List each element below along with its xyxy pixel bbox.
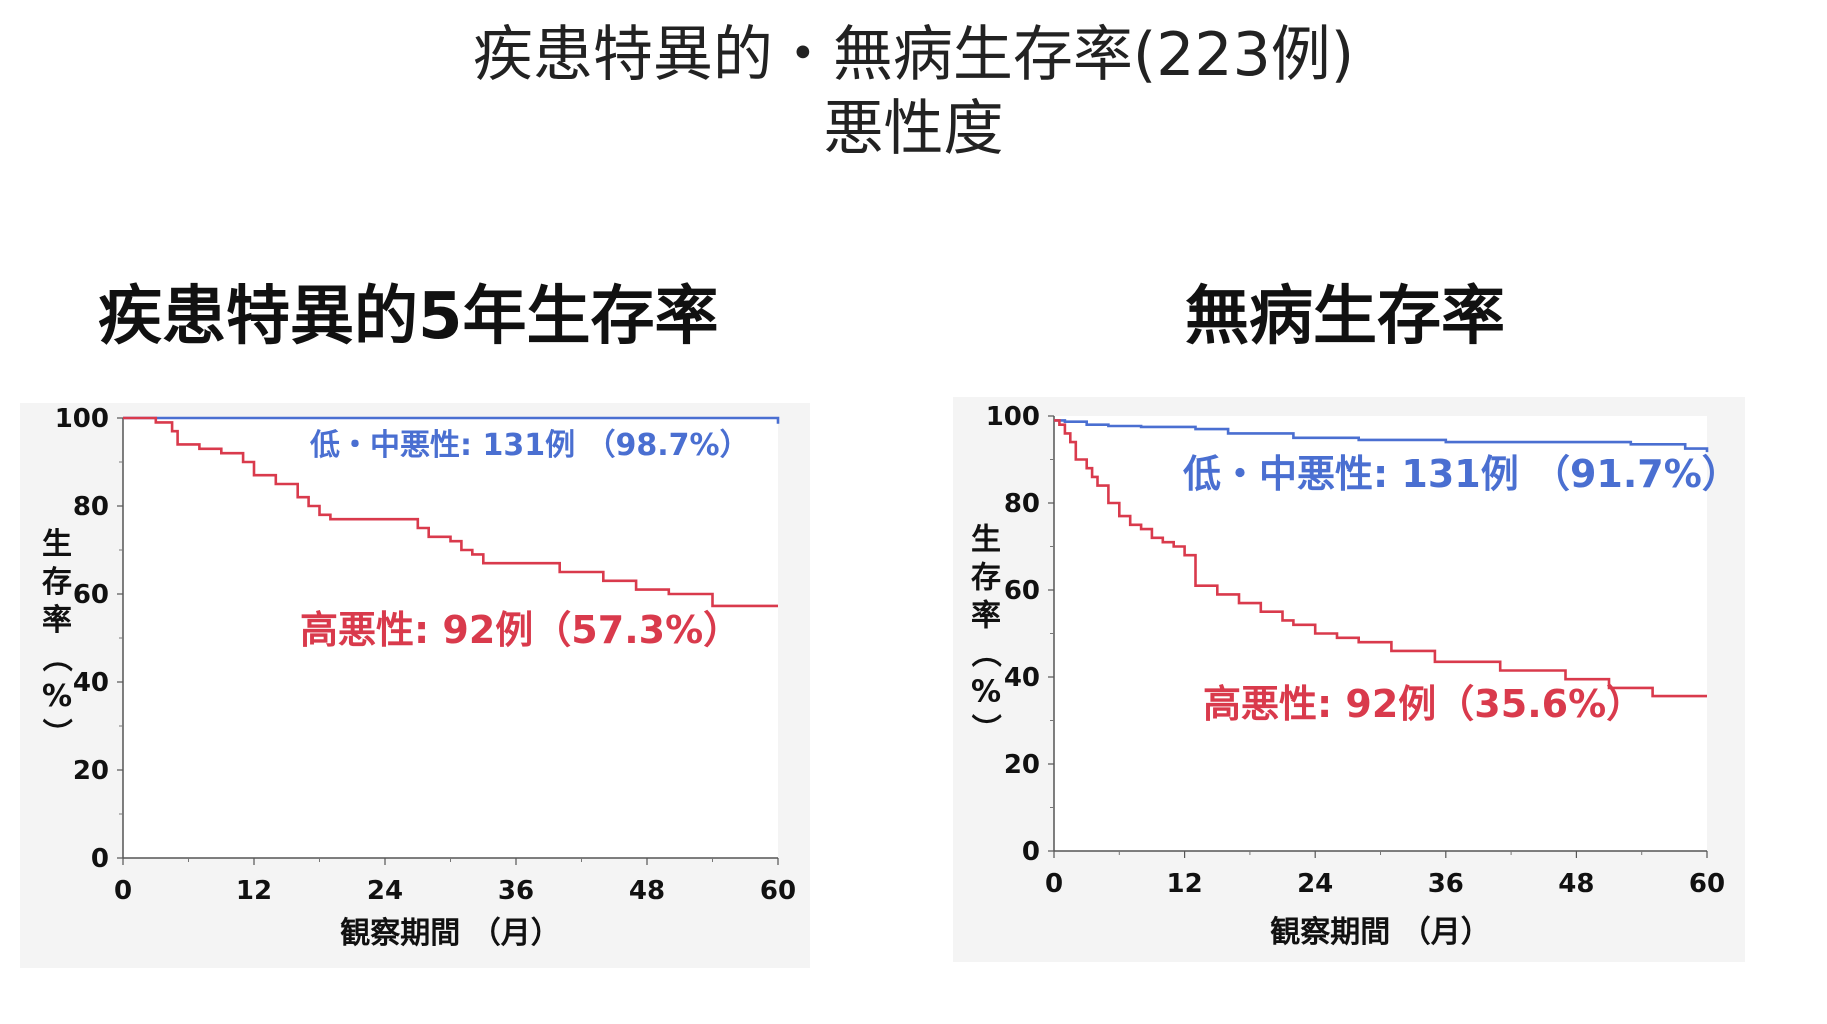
y-axis-title-char: 存 — [971, 561, 1001, 596]
y-tick-label: 100 — [55, 404, 109, 434]
series-label-low-intermediate: 低・中悪性: 131例 （91.7%） — [1183, 452, 1740, 496]
series-label-high: 高悪性: 92例（35.6%） — [1203, 682, 1644, 726]
y-tick-label: 0 — [91, 844, 109, 874]
y-tick-label: 20 — [73, 756, 109, 786]
y-axis-title-char: 生 — [42, 527, 72, 562]
y-axis-title-char: 率 — [42, 603, 72, 638]
x-tick-label: 60 — [1689, 869, 1725, 899]
main-title-line-2: 悪性度 — [823, 94, 1004, 164]
y-axis-title-char: % — [971, 675, 1001, 710]
x-tick-label: 24 — [367, 876, 403, 906]
y-tick-label: 0 — [1022, 837, 1040, 867]
y-tick-label: 20 — [1004, 750, 1040, 780]
main-title-line-1: 疾患特異的・無病生存率(223例) — [472, 20, 1355, 90]
y-axis-title-char: 率 — [971, 599, 1001, 634]
chart-disease-specific: 0 20 40 60 80 100 0 12 24 36 48 60 観察期間 （月） 生存率 （% ） 低・中… — [38, 404, 796, 951]
panel-title-disease-specific: 疾患特異的5年生存率 — [98, 280, 719, 354]
x-axis-title: 観察期間 （月） — [340, 916, 560, 951]
y-tick-label: 100 — [986, 402, 1040, 432]
y-axis-title-char: （ — [38, 642, 73, 672]
plot-area — [123, 418, 778, 858]
series-label-high: 高悪性: 92例（57.3%） — [300, 608, 741, 652]
y-axis-title-char: 生 — [971, 523, 1001, 558]
x-tick-label: 12 — [236, 876, 272, 906]
main-title: 疾患特異的・無病生存率(223例) 悪性度 — [0, 18, 1827, 166]
x-tick-label: 60 — [760, 876, 796, 906]
x-tick-label: 24 — [1297, 869, 1333, 899]
series-line-low-intermediate — [123, 416, 780, 424]
x-tick-label: 12 — [1167, 869, 1203, 899]
x-tick-label: 36 — [498, 876, 534, 906]
x-tick-label: 48 — [1558, 869, 1594, 899]
y-axis-title-char: （ — [967, 638, 1002, 668]
x-tick-label: 48 — [629, 876, 665, 906]
y-axis-title-char: % — [42, 679, 72, 714]
y-tick-label: 60 — [1004, 576, 1040, 606]
series-label-low-intermediate: 低・中悪性: 131例 （98.7%） — [309, 428, 750, 463]
panel-title-disease-free: 無病生存率 — [1185, 280, 1505, 354]
y-tick-label: 40 — [1004, 663, 1040, 693]
y-tick-label: 60 — [73, 580, 109, 610]
x-tick-label: 0 — [114, 876, 132, 906]
plot-area — [1054, 416, 1707, 851]
series-line-high — [1054, 419, 1707, 698]
y-tick-label: 40 — [73, 668, 109, 698]
y-axis-title-char: ） — [967, 714, 1002, 744]
y-axis-title-char: ） — [38, 718, 73, 748]
series-line-high — [123, 416, 778, 608]
chart-frame-disease-free: 0 20 40 60 80 100 0 12 24 36 48 60 観察期間 （月） 生存率 （% ） 低・中… — [953, 397, 1745, 962]
x-tick-label: 36 — [1428, 869, 1464, 899]
x-tick-label: 0 — [1045, 869, 1063, 899]
series-line-low-intermediate — [1054, 419, 1709, 453]
y-axis-title-char: 存 — [42, 565, 72, 600]
x-axis-title: 観察期間 （月） — [1270, 915, 1490, 950]
chart-frame-disease-specific: 0 20 40 60 80 100 0 12 24 36 48 60 観察期間 （月） 生存率 （% ） 低・中… — [20, 403, 810, 968]
chart-disease-free: 0 20 40 60 80 100 0 12 24 36 48 60 観察期間 （月） 生存率 （% ） 低・中… — [967, 402, 1740, 950]
y-tick-label: 80 — [73, 492, 109, 522]
y-tick-label: 80 — [1004, 489, 1040, 519]
